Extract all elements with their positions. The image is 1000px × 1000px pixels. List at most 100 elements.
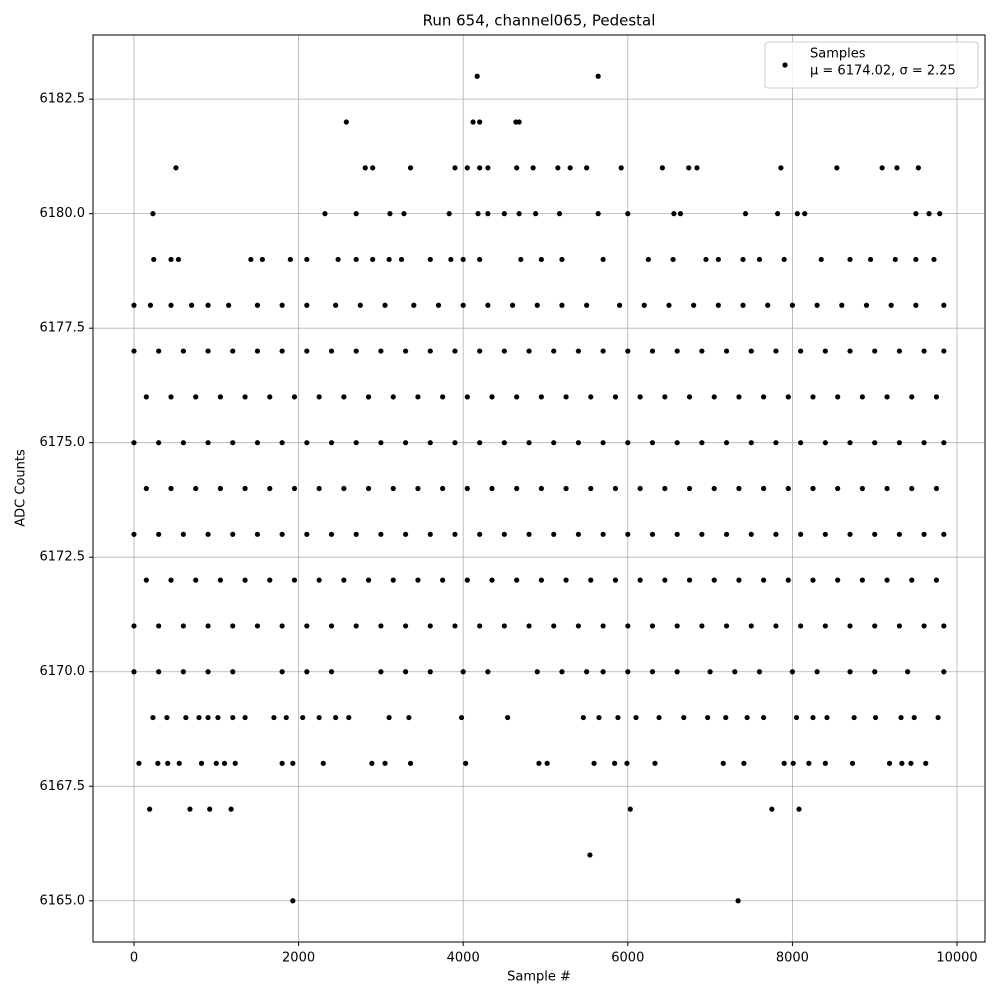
- data-point: [193, 394, 199, 400]
- data-point: [217, 394, 224, 400]
- data-point: [463, 760, 469, 766]
- data-point: [228, 806, 234, 812]
- data-point: [534, 302, 540, 308]
- data-point: [230, 669, 236, 675]
- data-point: [715, 256, 721, 263]
- data-point: [150, 714, 156, 721]
- data-point: [415, 485, 421, 492]
- data-point: [913, 256, 919, 263]
- data-point: [748, 440, 754, 446]
- data-point: [600, 256, 606, 263]
- data-point: [180, 531, 186, 537]
- data-point: [353, 348, 359, 354]
- data-point: [659, 165, 665, 171]
- data-point: [402, 348, 409, 354]
- y-tick-label: 6167.5: [40, 779, 86, 794]
- data-point: [271, 714, 277, 721]
- data-point: [735, 898, 741, 904]
- data-point: [921, 440, 927, 446]
- data-point: [584, 669, 590, 675]
- data-point: [872, 440, 878, 446]
- data-point: [723, 440, 730, 446]
- data-point: [205, 669, 211, 675]
- data-point: [921, 623, 927, 629]
- data-point: [888, 302, 894, 308]
- data-point: [790, 760, 796, 766]
- data-point: [365, 577, 372, 583]
- data-point: [584, 302, 590, 308]
- data-point: [283, 714, 289, 721]
- data-point: [230, 348, 236, 354]
- data-point: [147, 302, 154, 308]
- data-point: [150, 211, 156, 217]
- data-point: [649, 623, 656, 629]
- data-point: [674, 440, 680, 446]
- data-point: [267, 394, 273, 400]
- data-point: [165, 760, 171, 766]
- data-point: [382, 302, 388, 308]
- data-point: [205, 440, 211, 446]
- data-point: [556, 211, 563, 217]
- data-point: [131, 669, 137, 675]
- data-point: [378, 623, 384, 629]
- data-point: [884, 394, 890, 400]
- data-point: [291, 577, 298, 583]
- data-point: [248, 256, 254, 263]
- data-point: [699, 440, 705, 446]
- data-point: [386, 256, 392, 263]
- data-point: [328, 623, 335, 629]
- y-tick-label: 6165.0: [40, 893, 86, 908]
- data-point: [401, 211, 407, 217]
- data-point: [699, 623, 705, 629]
- data-point: [328, 348, 335, 354]
- data-point: [485, 211, 491, 217]
- data-point: [863, 302, 870, 308]
- data-point: [290, 898, 296, 904]
- data-point: [756, 256, 763, 263]
- data-point: [781, 760, 787, 766]
- data-point: [649, 531, 656, 537]
- data-point: [822, 531, 828, 537]
- data-point: [580, 714, 586, 721]
- data-point: [143, 485, 149, 492]
- data-point: [674, 348, 680, 354]
- data-point: [533, 211, 539, 217]
- data-point: [748, 623, 754, 629]
- data-point: [662, 394, 668, 400]
- data-point: [591, 760, 597, 766]
- data-point: [937, 211, 943, 217]
- data-point: [839, 302, 845, 308]
- data-point: [551, 348, 557, 354]
- data-point: [612, 760, 618, 766]
- data-point: [884, 577, 890, 583]
- data-point: [810, 714, 816, 721]
- data-point: [789, 669, 796, 675]
- data-point: [544, 760, 550, 766]
- data-point: [254, 302, 261, 308]
- data-point: [818, 256, 824, 263]
- data-point: [501, 623, 507, 629]
- data-point: [205, 348, 211, 354]
- data-point: [595, 73, 601, 79]
- data-point: [402, 669, 409, 675]
- data-point: [131, 623, 137, 629]
- data-point: [341, 394, 347, 400]
- data-point: [477, 348, 483, 354]
- data-point: [131, 302, 137, 308]
- data-point: [715, 302, 721, 308]
- data-point: [353, 531, 359, 537]
- data-point: [514, 485, 520, 492]
- data-point: [785, 394, 791, 400]
- data-point: [798, 440, 804, 446]
- data-point: [193, 577, 199, 583]
- data-point: [894, 165, 900, 171]
- data-point: [769, 806, 775, 812]
- data-point: [151, 256, 157, 263]
- data-point: [847, 440, 853, 446]
- data-point: [180, 348, 186, 354]
- data-point: [489, 577, 495, 583]
- data-point: [732, 669, 738, 675]
- data-point: [933, 485, 940, 492]
- data-point: [674, 531, 680, 537]
- data-point: [723, 623, 730, 629]
